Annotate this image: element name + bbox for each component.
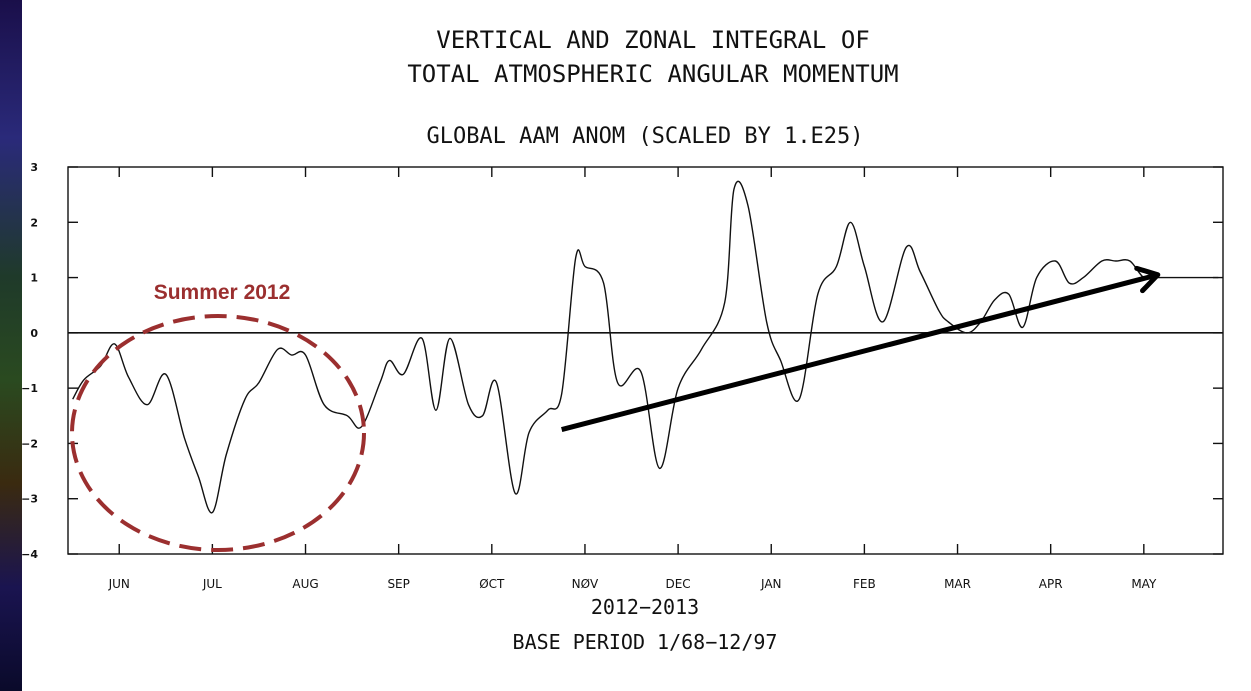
x-axis: JUN JUL AUG SEP ØCT NØV DEC JAN FEB MAR APR MAY [108, 167, 1157, 591]
y-axis: 3 2 1 0 −1 −2 −3 −4 [21, 161, 1223, 561]
x-tick-label-11: MAY [1131, 577, 1157, 591]
y-tick-label: −4 [21, 548, 38, 561]
slide-edge-decoration [0, 0, 22, 691]
y-tick-label: 0 [30, 327, 38, 340]
x-tick-label-7: JAN [760, 577, 782, 591]
trend-arrow [561, 272, 1159, 433]
chart-panel [22, 0, 1251, 691]
chart-title-line2: TOTAL ATMOSPHERIC ANGULAR MOMENTUM [407, 60, 898, 88]
y-tick-label: 1 [30, 272, 38, 285]
x-tick-label-5: NØV [572, 577, 599, 591]
x-tick-label-10: APR [1039, 577, 1063, 591]
y-tick-label: −3 [21, 493, 38, 506]
trend-arrow-head [1134, 265, 1161, 294]
y-tick-label: −2 [21, 437, 38, 450]
x-tick-label-0: JUN [108, 577, 130, 591]
y-tick-label: 2 [30, 216, 38, 229]
x-tick-label-6: DEC [665, 577, 690, 591]
y-tick-label: 3 [30, 161, 38, 174]
chart-subtitle: GLOBAL AAM ANOM (SCALED BY 1.E25) [426, 124, 863, 149]
x-tick-label-8: FEB [853, 577, 876, 591]
base-period-label: BASE PERIOD 1/68−12/97 [513, 630, 778, 654]
x-tick-label-2: AUG [292, 577, 318, 591]
x-tick-label-4: ØCT [479, 577, 505, 591]
x-tick-label-1: JUL [202, 577, 222, 591]
plot-frame [67, 166, 1224, 555]
x-tick-label-9: MAR [944, 577, 971, 591]
y-tick-label: −1 [21, 382, 38, 395]
summer-2012-label: Summer 2012 [154, 281, 291, 304]
x-axis-label: 2012−2013 [591, 595, 699, 619]
summer-2012-highlight [70, 314, 366, 552]
chart-title-line1: VERTICAL AND ZONAL INTEGRAL OF [436, 26, 869, 54]
x-tick-label-3: SEP [387, 577, 409, 591]
aam-anomaly-line [72, 180, 1219, 514]
